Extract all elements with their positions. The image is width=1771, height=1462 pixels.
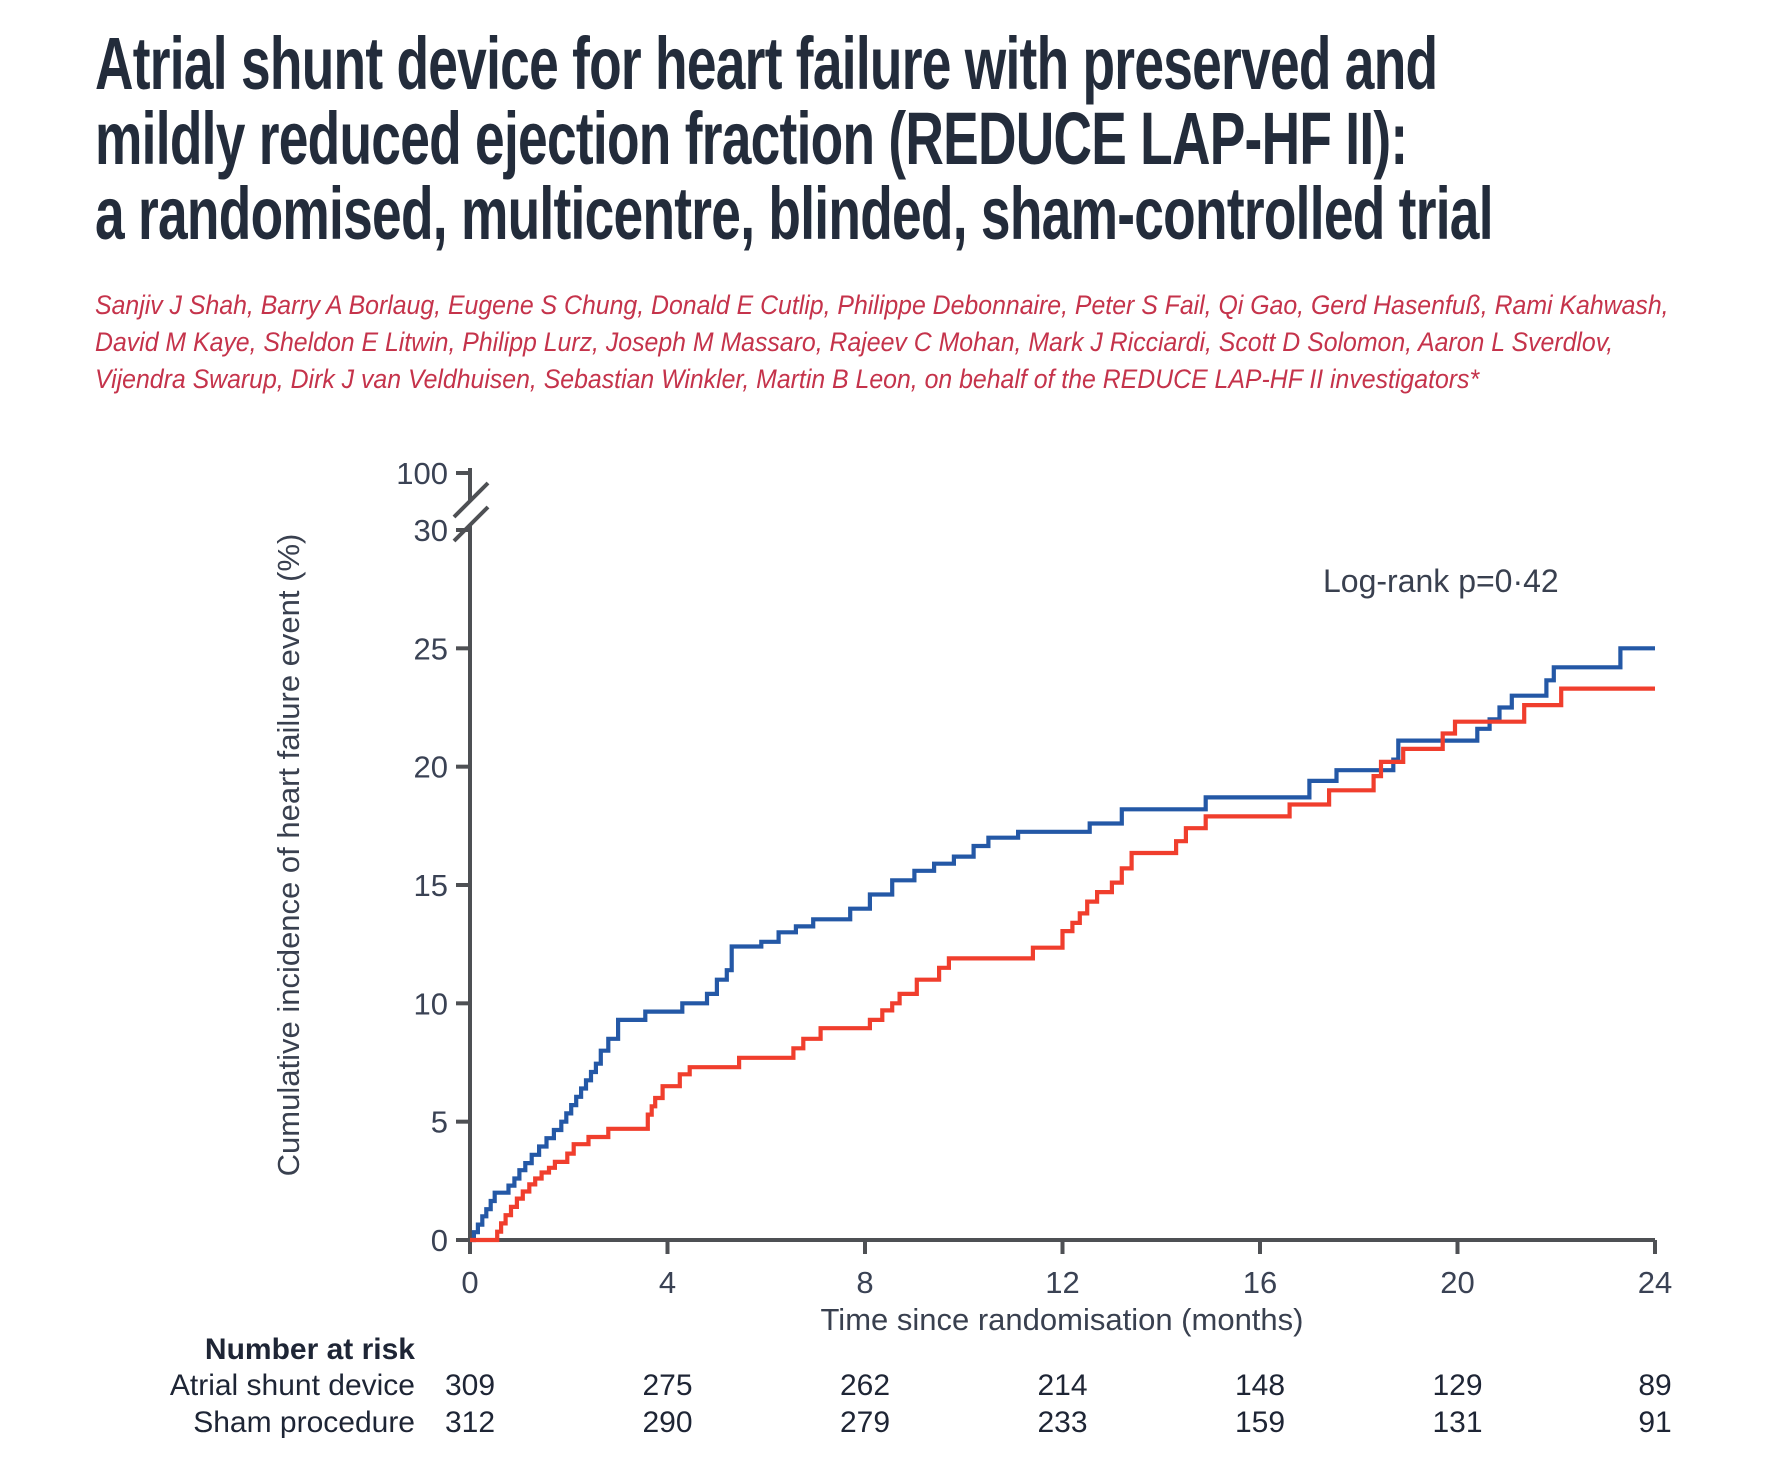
risk-value: 233 [1037,1406,1088,1439]
author-list-line-3: Vijendra Swarup, Dirk J van Veldhuisen, … [95,364,1480,394]
x-axis-title: Time since randomisation (months) [821,1302,1304,1337]
article-title-line-3: a randomised, multicentre, blinded, sham… [95,172,1494,255]
y-axis-title: Cumulative incidence of heart failure ev… [271,534,306,1177]
risk-value: 262 [839,1369,891,1402]
risk-value: 148 [1234,1369,1286,1402]
y-tick-label: 5 [431,1105,448,1140]
y-tick-group: 0 5 10 15 20 25 30 100 [396,456,470,1258]
axis-break-icon [452,481,490,519]
x-tick-label: 8 [856,1265,873,1300]
y-tick-label: 30 [414,513,448,548]
x-tick-label: 0 [461,1265,478,1300]
y-tick-label: 0 [431,1223,448,1258]
risk-value: 89 [1638,1369,1672,1402]
x-tick-label: 24 [1638,1265,1672,1300]
y-tick-label: 10 [414,986,448,1021]
author-list-line-1: Sanjiv J Shah, Barry A Borlaug, Eugene S… [95,290,1669,320]
logrank-annotation: Log-rank p=0·42 [1323,563,1559,599]
risk-row-label-sham: Sham procedure [193,1406,415,1439]
x-tick-label: 12 [1045,1265,1079,1300]
risk-value: 214 [1037,1369,1088,1402]
curve-atrial-shunt-device [470,646,1655,1243]
risk-value: 159 [1234,1406,1286,1439]
curves-group [470,646,1655,1243]
y-tick-label: 20 [414,750,448,785]
y-tick-label: 25 [414,631,448,666]
y-axis [452,468,490,1242]
article-title: Atrial shunt device for heart failure wi… [95,22,1494,255]
risk-value: 91 [1638,1406,1672,1439]
risk-row-label-shunt: Atrial shunt device [169,1369,415,1402]
curve-sham-procedure [470,686,1655,1243]
risk-value: 309 [444,1369,496,1402]
article-title-line-1: Atrial shunt device for heart failure wi… [95,22,1438,105]
x-tick-label: 16 [1243,1265,1277,1300]
article-title-line-2: mildly reduced ejection fraction (REDUCE… [95,97,1408,180]
risk-value: 275 [642,1369,693,1402]
risk-value: 131 [1432,1406,1483,1439]
risk-value: 290 [642,1406,693,1439]
y-tick-label: 100 [396,456,448,491]
x-tick-group: 0 4 8 12 16 20 24 [461,1240,1672,1300]
y-tick-label: 15 [414,868,448,903]
risk-value: 312 [444,1406,496,1439]
risk-value: 279 [839,1406,891,1439]
x-tick-label: 4 [659,1265,676,1300]
x-tick-label: 20 [1440,1265,1474,1300]
risk-value: 129 [1432,1369,1483,1402]
author-list: Sanjiv J Shah, Barry A Borlaug, Eugene S… [95,287,1669,398]
author-list-line-2: David M Kaye, Sheldon E Litwin, Philipp … [95,327,1614,357]
risk-table-heading: Number at risk [204,1333,415,1366]
